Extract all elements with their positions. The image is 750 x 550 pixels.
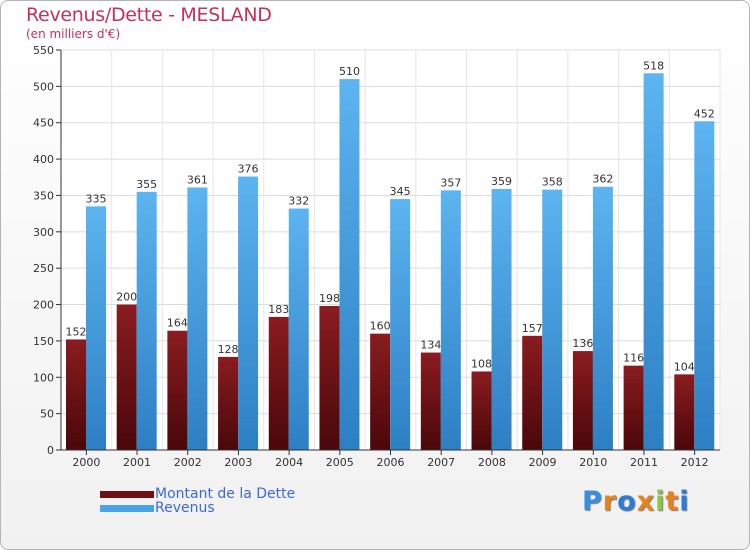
bar-dette-value-label: 157 (522, 322, 543, 335)
x-tick-label: 2006 (377, 456, 405, 469)
legend-label-revenus: Revenus (155, 500, 215, 516)
y-tick-label: 150 (33, 335, 54, 348)
bar-dette-value-label: 104 (674, 360, 695, 373)
bar-dette (218, 356, 239, 450)
logo-letter: P (582, 486, 603, 517)
x-tick-label: 2000 (72, 456, 100, 469)
logo-letter: x (636, 486, 656, 517)
y-tick-label: 500 (33, 80, 54, 93)
chart-title: Revenus/Dette - MESLAND (26, 4, 272, 26)
bar-revenus (339, 79, 360, 450)
logo-letter: i (655, 486, 666, 517)
bar-dette (268, 316, 289, 450)
bar-dette-value-label: 198 (319, 292, 340, 305)
bar-dette (420, 352, 441, 450)
bar-revenus (643, 73, 664, 450)
proxiti-logo: Proxiti (582, 486, 690, 517)
axes: 0 50 100 150 200 250 300 350 400 450 500 550 2000 200… (33, 44, 720, 469)
x-tick-label: 2011 (630, 456, 658, 469)
bar-revenus-value-label: 510 (339, 65, 360, 78)
y-tick-label: 400 (33, 153, 54, 166)
y-tick-label: 350 (33, 189, 54, 202)
bar-revenus (136, 191, 157, 450)
bar-revenus (390, 199, 411, 450)
bar-revenus-value-label: 518 (643, 59, 664, 72)
y-tick-label: 450 (33, 117, 54, 130)
bar-revenus-value-label: 335 (86, 192, 107, 205)
bar-revenus-value-label: 376 (238, 163, 259, 176)
bar-revenus (288, 208, 309, 450)
bar-dette-value-label: 116 (623, 352, 644, 365)
bar-revenus-value-label: 362 (592, 173, 613, 186)
bar-dette (623, 365, 644, 450)
x-tick-label: 2001 (123, 456, 151, 469)
y-tick-label: 100 (33, 371, 54, 384)
bar-revenus (592, 186, 613, 450)
bar-revenus (86, 206, 106, 450)
bar-dette-value-label: 164 (167, 317, 188, 330)
bar-dette (116, 304, 137, 450)
y-tick-label: 200 (33, 299, 54, 312)
bar-revenus (440, 190, 461, 450)
legend-swatch-revenus (100, 505, 154, 512)
x-tick-label: 2012 (681, 456, 709, 469)
bar-revenus-value-label: 361 (187, 173, 208, 186)
bar-revenus-value-label: 452 (694, 107, 715, 120)
legend-swatch-dette (100, 491, 154, 498)
bar-revenus-value-label: 345 (390, 185, 411, 198)
bar-revenus-value-label: 355 (136, 178, 157, 191)
bar-dette-value-label: 160 (370, 320, 391, 333)
x-tick-label: 2004 (275, 456, 303, 469)
logo-letter: t (665, 486, 680, 517)
chart-subtitle: (en milliers d'€) (26, 27, 121, 41)
bar-revenus-value-label: 358 (542, 176, 563, 189)
bar-dette-value-label: 134 (420, 339, 441, 352)
bar-revenus (238, 176, 259, 450)
bar-dette-value-label: 108 (471, 357, 492, 370)
x-tick-label: 2003 (224, 456, 252, 469)
bar-revenus-value-label: 332 (288, 195, 309, 208)
bar-dette (370, 333, 391, 450)
bar-dette (674, 374, 695, 450)
bar-dette (319, 306, 340, 450)
bar-dette (66, 339, 86, 450)
x-tick-label: 2009 (529, 456, 557, 469)
y-tick-label: 0 (47, 444, 54, 457)
bar-dette-value-label: 183 (268, 303, 289, 316)
bar-revenus (694, 121, 715, 450)
bar-revenus (491, 188, 512, 450)
bar-dette-value-label: 152 (66, 325, 87, 338)
bar-revenus-value-label: 359 (491, 175, 512, 188)
bar-dette (167, 330, 188, 450)
bar-dette-value-label: 200 (116, 291, 137, 304)
bar-dette-value-label: 136 (572, 337, 593, 350)
y-tick-label: 250 (33, 262, 54, 275)
bar-dette (471, 371, 492, 450)
logo-letter: i (679, 486, 690, 517)
y-tick-label: 50 (40, 408, 54, 421)
x-tick-label: 2002 (174, 456, 202, 469)
x-tick-label: 2007 (427, 456, 455, 469)
x-tick-label: 2008 (478, 456, 506, 469)
x-tick-label: 2010 (579, 456, 607, 469)
logo-letter: o (617, 486, 637, 517)
bar-revenus-value-label: 357 (440, 176, 461, 189)
y-tick-label: 300 (33, 226, 54, 239)
bar-dette (522, 335, 543, 450)
y-tick-label: 550 (33, 44, 54, 57)
bar-revenus (542, 189, 563, 451)
bars: 152 335 200 355 164 361 128 376 183 332 198 510 160 3… (66, 59, 715, 451)
logo-letter: r (602, 486, 618, 517)
bar-revenus (187, 187, 208, 451)
bar-dette-value-label: 128 (218, 343, 239, 356)
x-tick-label: 2005 (326, 456, 354, 469)
legend-label-dette: Montant de la Dette (155, 486, 296, 502)
bar-dette (572, 351, 593, 450)
